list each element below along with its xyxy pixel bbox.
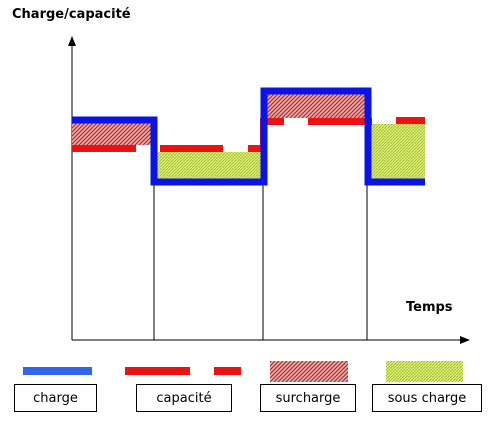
legend-charge-swatch bbox=[23, 367, 92, 375]
charge-line bbox=[72, 87, 425, 186]
x-axis-label: Temps bbox=[406, 300, 453, 315]
legend-charge-label: charge bbox=[14, 384, 97, 412]
y-axis-label: Charge/capacité bbox=[12, 7, 131, 22]
y-axis-arrow bbox=[68, 36, 76, 46]
capacite-segment bbox=[72, 145, 136, 152]
axes bbox=[68, 36, 470, 344]
sous-charge-area bbox=[370, 124, 425, 179]
time-separators bbox=[153, 182, 368, 340]
capacite-segment bbox=[308, 118, 372, 125]
surcharge-area bbox=[266, 94, 366, 118]
legend-swatches bbox=[23, 361, 463, 382]
legend-sous-charge-swatch bbox=[386, 361, 463, 382]
x-axis-arrow bbox=[460, 336, 470, 344]
legend-capacite-label: capacité bbox=[136, 384, 232, 412]
capacite-segment bbox=[160, 145, 223, 152]
legend-sous-charge-label: sous charge bbox=[372, 384, 482, 412]
legend-capacite-swatch bbox=[214, 367, 241, 375]
legend-capacite-swatch bbox=[125, 367, 190, 375]
capacite-segment bbox=[260, 118, 284, 125]
surcharge-area bbox=[72, 122, 151, 145]
legend-surcharge-label: surcharge bbox=[260, 384, 356, 412]
legend-surcharge-swatch bbox=[270, 361, 348, 382]
sous-charge-area bbox=[156, 152, 264, 179]
capacite-segment bbox=[248, 145, 262, 152]
capacite-segment bbox=[396, 117, 425, 124]
